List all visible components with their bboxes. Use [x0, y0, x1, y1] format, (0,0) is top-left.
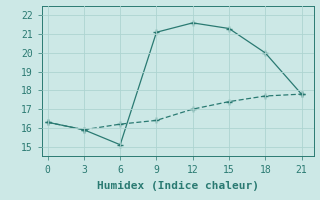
X-axis label: Humidex (Indice chaleur): Humidex (Indice chaleur) — [97, 181, 259, 191]
